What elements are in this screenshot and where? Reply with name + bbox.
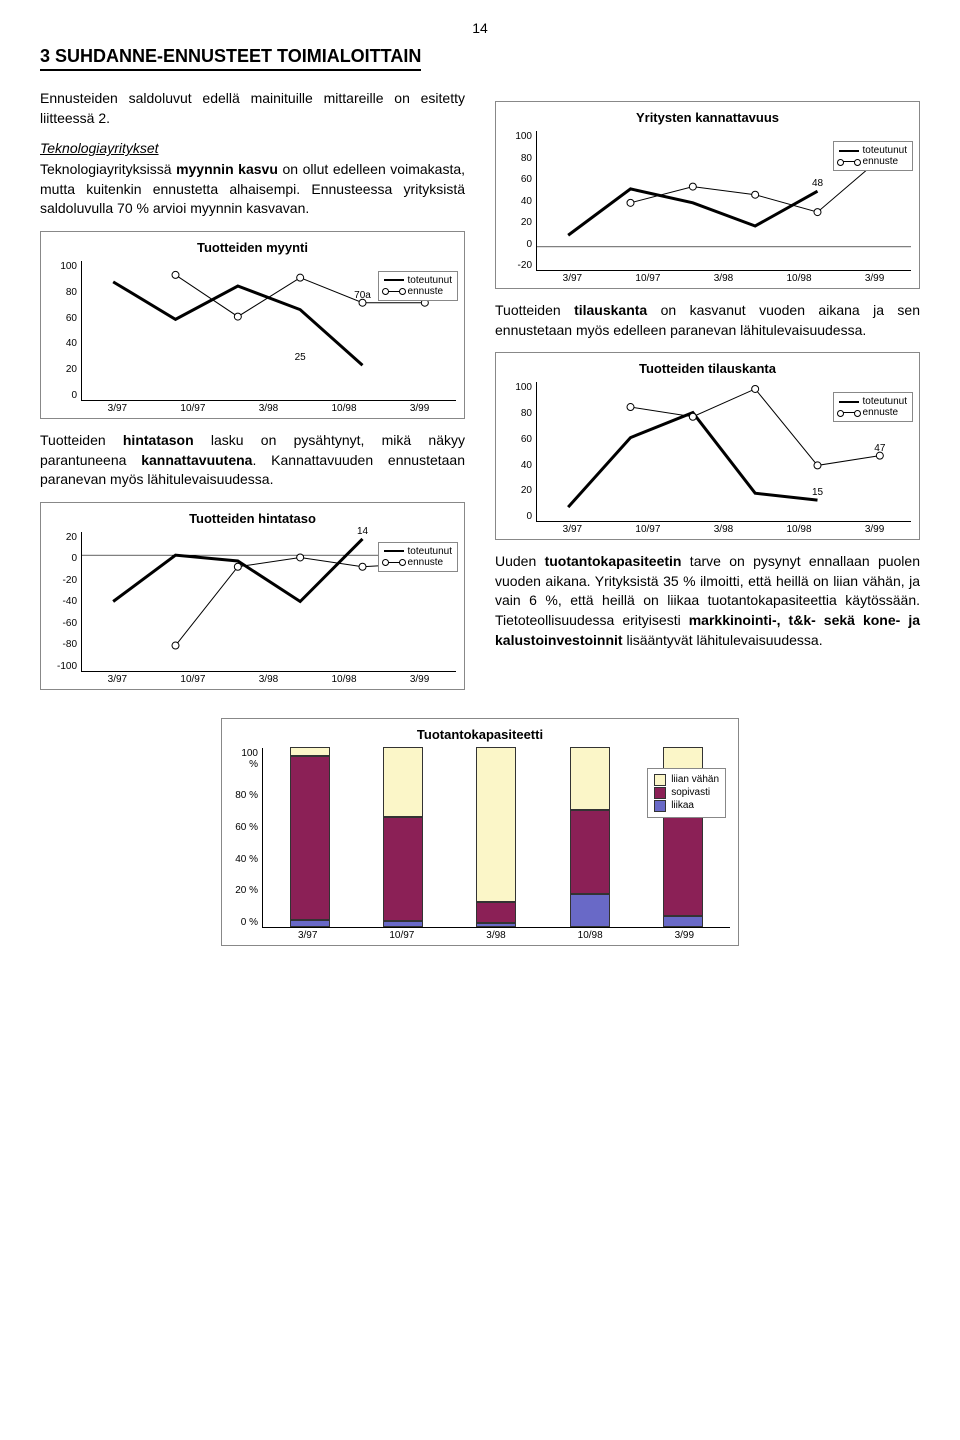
chart-kannattavuus: Yritysten kannattavuus 100806040200-20 t… [495,101,920,289]
plot-area: toteutunut ennuste 2570a70b [81,261,456,401]
chart-title: Tuotteiden hintataso [49,511,456,526]
x-axis: 3/9710/973/9810/983/99 [536,524,911,535]
page-number: 14 [40,20,920,36]
plot-area: toteutunut ennuste 1547 [536,382,911,522]
chart-legend: toteutunut ennuste [378,271,458,301]
y-axis: 200-20-40-60-80-100 [49,532,81,672]
bar [570,747,610,927]
bar [476,747,516,927]
x-axis: 3/9710/973/9810/983/99 [81,674,456,685]
chart-myynti: Tuotteiden myynti 100806040200 toteutunu… [40,231,465,419]
plot-area: toteutunut ennuste 4876 [536,131,911,271]
plot-area: toteutunut ennuste 14-7 [81,532,456,672]
chart-title: Tuotantokapasiteetti [230,727,730,742]
left-column: Ennusteiden saldoluvut edellä mainituill… [40,89,465,702]
bars-area: liian vähän sopivasti liikaa [262,748,730,928]
chart-hintataso: Tuotteiden hintataso 200-20-40-60-80-100… [40,502,465,690]
chart-tilauskanta: Tuotteiden tilauskanta 100806040200 tote… [495,352,920,540]
chart-legend: toteutunut ennuste [378,542,458,572]
section-title: 3 SUHDANNE-ENNUSTEET TOIMIALOITTAIN [40,46,421,71]
y-axis: 100806040200 [49,261,81,401]
chart-title: Yritysten kannattavuus [504,110,911,125]
chart-legend: liian vähän sopivasti liikaa [647,768,726,818]
y-axis: 100806040200 [504,382,536,522]
right-column: Yritysten kannattavuus 100806040200-20 t… [495,89,920,702]
x-axis: 3/9710/973/9810/983/99 [81,403,456,414]
chart-legend: toteutunut ennuste [833,141,913,171]
two-column-layout: Ennusteiden saldoluvut edellä mainituill… [40,89,920,702]
paragraph-myynti: Teknologiayrityksissä myynnin kasvu on o… [40,160,465,219]
chart-title: Tuotteiden myynti [49,240,456,255]
tech-subheading: Teknologiayritykset [40,140,465,156]
intro-paragraph: Ennusteiden saldoluvut edellä mainituill… [40,89,465,128]
paragraph-tilauskanta: Tuotteiden tilauskanta on kasvanut vuode… [495,301,920,340]
bar [383,747,423,927]
chart-legend: toteutunut ennuste [833,392,913,422]
chart-title: Tuotteiden tilauskanta [504,361,911,376]
x-axis: 3/9710/973/9810/983/99 [262,930,730,941]
chart-kapasiteetti: Tuotantokapasiteetti 100 %80 %60 %40 %20… [221,718,739,946]
y-axis: 100 %80 %60 %40 %20 %0 % [230,748,262,928]
y-axis: 100806040200-20 [504,131,536,271]
bar [290,747,330,927]
paragraph-kapasiteetti: Uuden tuotantokapasiteetin tarve on pysy… [495,552,920,650]
x-axis: 3/9710/973/9810/983/99 [536,273,911,284]
paragraph-hintataso: Tuotteiden hintatason lasku on pysähtyny… [40,431,465,490]
